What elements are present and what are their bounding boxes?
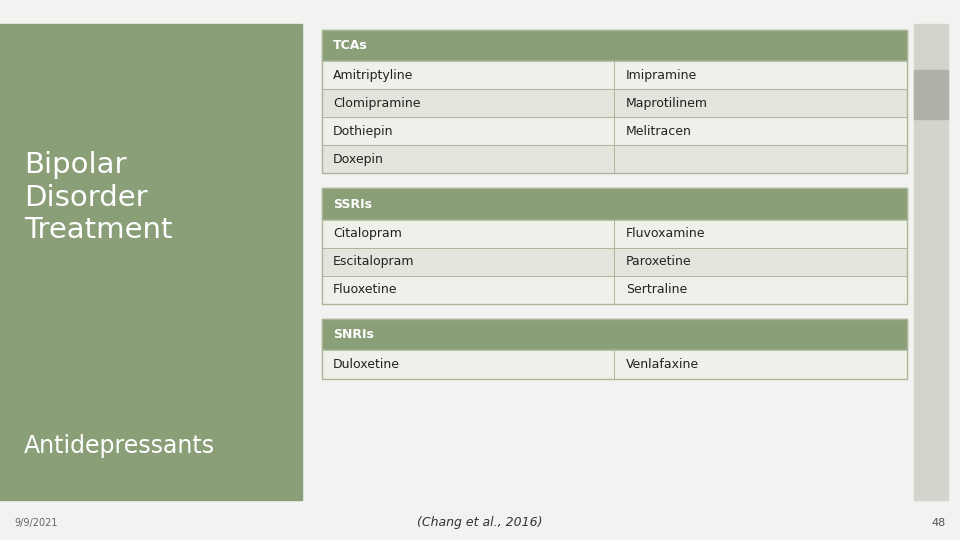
Text: Duloxetine: Duloxetine [333,358,400,371]
Text: SSRIs: SSRIs [333,198,372,211]
Bar [322,188,907,220]
Text: Clomipramine: Clomipramine [333,97,420,110]
Bar [322,145,907,173]
Bar [322,276,907,304]
Bar [614,350,907,379]
Bar [614,248,907,276]
Text: Paroxetine: Paroxetine [626,255,691,268]
Text: Maprotilinem: Maprotilinem [626,97,708,110]
Bar [614,145,907,173]
Text: Bipolar
Disorder
Treatment: Bipolar Disorder Treatment [24,151,173,244]
Text: Dothiepin: Dothiepin [333,125,394,138]
Bar [322,350,907,379]
Text: 9/9/2021: 9/9/2021 [14,518,58,528]
Bar [322,350,614,379]
Bar [322,30,907,61]
Bar [322,89,614,117]
Bar [322,248,614,276]
Bar [914,24,948,500]
Bar [322,145,614,173]
Text: Doxepin: Doxepin [333,153,384,166]
Bar [322,220,907,248]
Text: Imipramine: Imipramine [626,69,697,82]
Text: Citalopram: Citalopram [333,227,402,240]
Text: Antidepressants: Antidepressants [24,434,215,457]
Text: SNRIs: SNRIs [333,328,374,341]
Bar [0,24,302,500]
Text: Melitracen: Melitracen [626,125,692,138]
Bar [322,117,614,145]
Bar [614,220,907,248]
Bar [322,188,907,304]
Bar [322,89,907,117]
Bar [322,61,907,89]
Bar [322,61,614,89]
Bar [322,30,907,173]
Bar [322,117,907,145]
Bar [322,248,907,276]
Bar [322,319,907,350]
Text: Venlafaxine: Venlafaxine [626,358,699,371]
Bar [914,70,948,119]
Text: Sertraline: Sertraline [626,284,687,296]
Bar [322,220,614,248]
Bar [322,319,907,379]
Text: 48: 48 [931,518,946,528]
Text: Escitalopram: Escitalopram [333,255,415,268]
Bar [614,61,907,89]
Text: Fluvoxamine: Fluvoxamine [626,227,706,240]
Text: TCAs: TCAs [333,39,368,52]
Text: Amitriptyline: Amitriptyline [333,69,414,82]
Bar [614,89,907,117]
Bar [614,117,907,145]
Bar [614,276,907,304]
Bar [322,276,614,304]
Text: (Chang et al., 2016): (Chang et al., 2016) [418,516,542,529]
Text: Fluoxetine: Fluoxetine [333,284,397,296]
